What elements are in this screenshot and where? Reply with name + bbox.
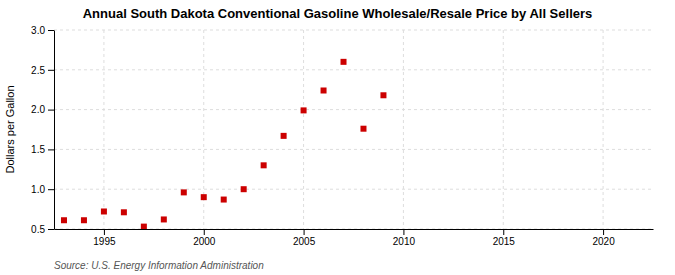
- grid-line: [54, 149, 653, 150]
- point: [380, 92, 386, 98]
- y-axis-tick-mark: [48, 70, 54, 71]
- point: [301, 107, 307, 113]
- y-axis: 0.5 1.0 1.5 2.0 2.5 3.0: [31, 25, 54, 235]
- x-axis-tick: 1995: [93, 229, 116, 247]
- point: [201, 194, 207, 200]
- grid-line: [303, 30, 304, 229]
- y-axis-title: Dollars per Gallon: [4, 85, 16, 173]
- grid-line: [503, 30, 504, 229]
- y-axis-tick: 1.5: [31, 144, 54, 155]
- points: [61, 59, 386, 229]
- y-axis-tick: 3.0: [31, 25, 54, 36]
- x-axis-tick-label: 2005: [293, 236, 316, 247]
- point: [341, 59, 347, 65]
- plot: 1995 2000 2005 2010 2015 2020 0.5 1.0 1.5 2.0 2.5 3…: [31, 25, 653, 247]
- x-axis-tick-label: 2000: [193, 236, 216, 247]
- x-axis-tick: 2020: [592, 229, 615, 247]
- y-axis-tick-mark: [48, 149, 54, 150]
- y-axis-tick-label: 1.0: [31, 184, 45, 195]
- x-axis-tick-mark: [603, 229, 604, 235]
- point: [141, 224, 147, 229]
- x-axis-tick-mark: [104, 229, 105, 235]
- source-note: Source: U.S. Energy Information Administ…: [54, 260, 264, 271]
- x-axis-tick-mark: [204, 229, 205, 235]
- x-axis-tick: 2005: [293, 229, 316, 247]
- y-axis-tick-label: 0.5: [31, 224, 45, 235]
- x-axis-tick: 2000: [193, 229, 216, 247]
- y-axis-tick-label: 3.0: [31, 25, 45, 36]
- chart: 1995 2000 2005 2010 2015 2020 0.5 1.0 1.5 2.0 2.5 3…: [0, 0, 675, 275]
- grid-line: [54, 109, 653, 110]
- y-axis-tick-label: 1.5: [31, 144, 45, 155]
- point: [61, 217, 67, 223]
- grid: [54, 30, 653, 229]
- grid-line: [403, 30, 404, 229]
- x-axis-tick: 2010: [393, 229, 416, 247]
- x-axis-tick-label: 2015: [493, 236, 516, 247]
- y-axis-tick-mark: [48, 189, 54, 190]
- point: [261, 162, 267, 168]
- x-axis-tick-mark: [403, 229, 404, 235]
- x-axis: 1995 2000 2005 2010 2015 2020: [55, 229, 654, 247]
- x-axis-tick-label: 2010: [393, 236, 416, 247]
- point: [121, 209, 127, 215]
- x-axis-tick-label: 2020: [592, 236, 615, 247]
- point: [360, 126, 366, 132]
- x-axis-tick: 2015: [493, 229, 516, 247]
- grid-line: [54, 69, 653, 70]
- y-axis-tick-mark: [48, 229, 54, 230]
- x-axis-tick-mark: [503, 229, 504, 235]
- y-axis-tick: 0.5: [31, 224, 54, 235]
- point: [81, 217, 87, 223]
- y-axis-tick-mark: [48, 110, 54, 111]
- y-axis-tick: 2.5: [31, 65, 54, 76]
- y-axis-tick-label: 2.5: [31, 65, 45, 76]
- point: [321, 87, 327, 93]
- y-axis-tick-mark: [48, 30, 54, 31]
- point: [281, 133, 287, 139]
- y-axis-line: [54, 31, 55, 230]
- x-axis-tick-mark: [304, 229, 305, 235]
- point: [161, 216, 167, 222]
- grid-line: [603, 30, 604, 229]
- grid-line: [54, 189, 653, 190]
- point: [241, 186, 247, 192]
- point: [221, 197, 227, 203]
- x-axis-tick-label: 1995: [93, 236, 116, 247]
- point: [101, 208, 107, 214]
- title: Annual South Dakota Conventional Gasolin…: [83, 6, 593, 21]
- point: [181, 189, 187, 195]
- y-axis-tick-label: 2.0: [31, 104, 45, 115]
- grid-line: [54, 30, 653, 31]
- grid-line: [103, 30, 104, 229]
- x-axis-line: [55, 229, 654, 230]
- y-axis-tick: 1.0: [31, 184, 54, 195]
- y-axis-tick: 2.0: [31, 104, 54, 115]
